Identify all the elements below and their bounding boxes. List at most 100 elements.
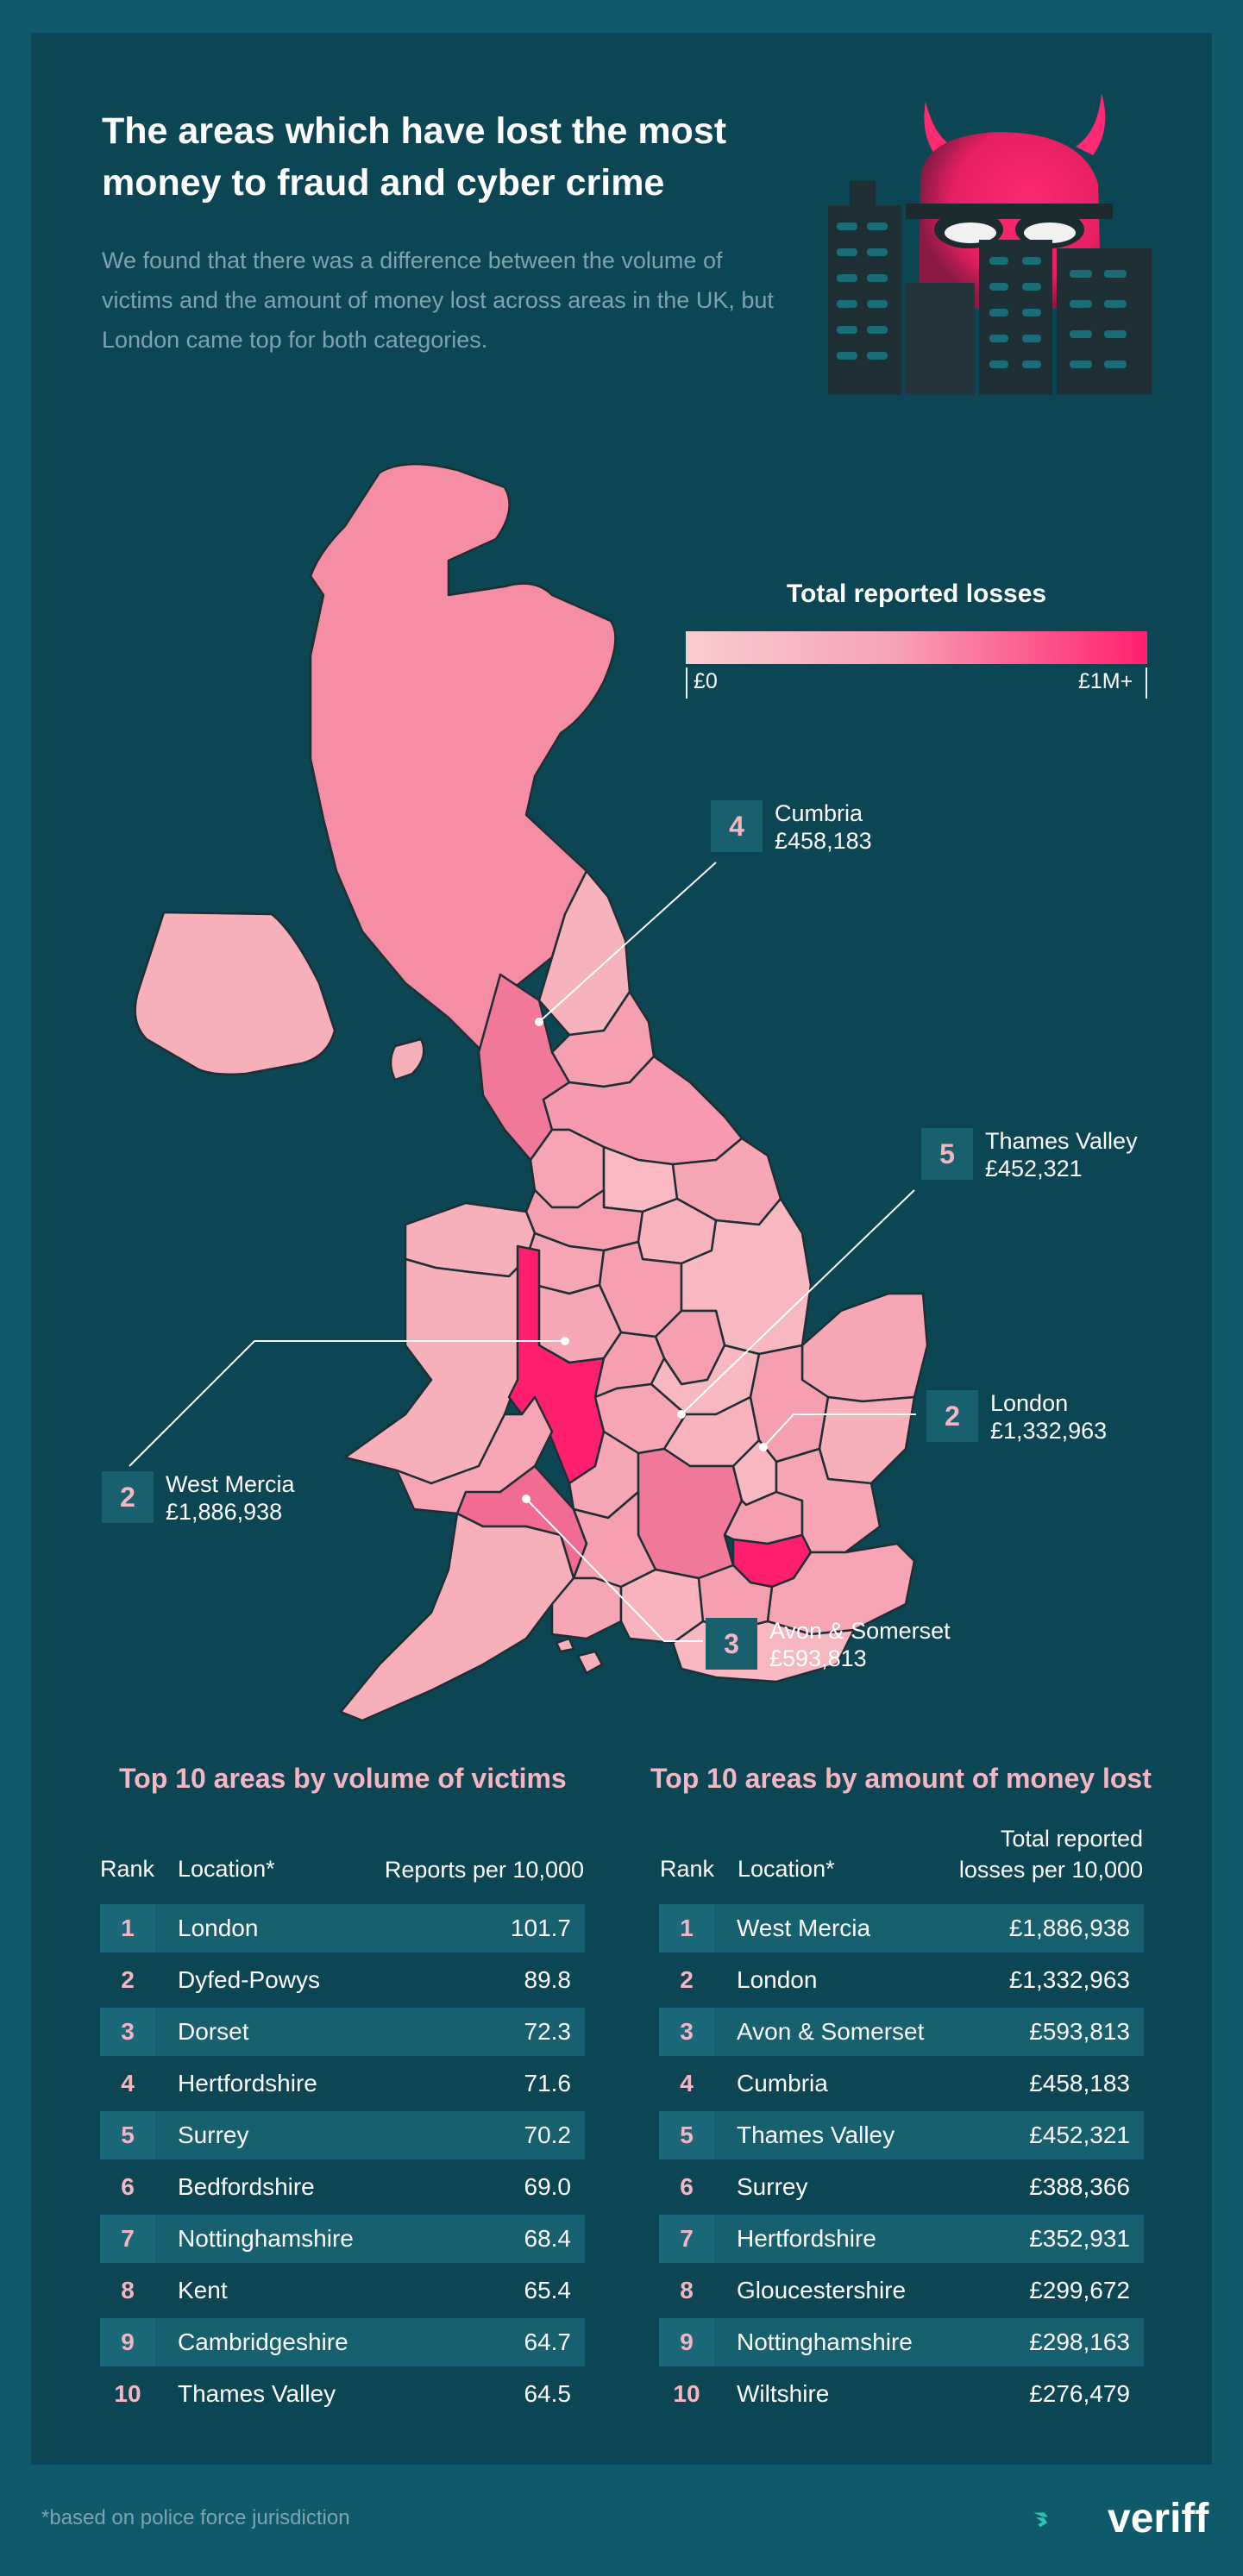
row-location: Hertfordshire [737,2225,876,2252]
row-location: Bedfordshire [178,2173,315,2200]
row-rank: 2 [680,1966,694,1993]
footnote: *based on police force jurisdiction [41,2506,350,2529]
callout-rank: 4 [711,800,763,852]
map-region-northern-ireland[interactable] [134,911,336,1076]
row-location: Cumbria [737,2070,828,2097]
row-rank: 8 [121,2277,135,2303]
table-row: 9 Nottinghamshire £298,163 [659,2318,1144,2366]
table-row: 2 London £1,332,963 [659,1956,1144,2004]
row-rank: 2 [121,1966,135,1993]
row-value: 68.4 [524,2225,572,2252]
row-value: 65.4 [524,2277,572,2303]
callout-name: Thames Valley [985,1128,1138,1154]
money-table-title: Top 10 areas by amount of money lost [650,1763,1152,1794]
legend-title: Total reported losses [786,580,1047,608]
callout-rank: 2 [926,1390,978,1442]
row-value: 89.8 [524,1966,572,1993]
row-location: Hertfordshire [178,2070,317,2097]
table-row: 8 Kent 65.4 [100,2266,585,2315]
legend-max-label: £1M+ [1078,669,1133,693]
row-rank: 1 [100,1904,155,1952]
callout-rank: 5 [921,1128,973,1180]
callout-value: £593,813 [769,1645,867,1671]
callout-value: £452,321 [985,1156,1083,1181]
callout-rank: 3 [706,1618,757,1670]
victims-header-value: Reports per 10,000 [384,1857,584,1883]
table-row: 5 Surrey 70.2 [100,2111,585,2159]
table-row: 10 Wiltshire £276,479 [659,2370,1144,2418]
row-value: 71.6 [524,2070,572,2097]
legend-gradient-bar [686,631,1147,664]
callout-name: London [990,1390,1069,1416]
victims-header-rank: Rank [100,1856,155,1882]
table-row: 7 Nottinghamshire 68.4 [100,2215,585,2263]
money-header-value-line1: Total reported [1000,1826,1143,1852]
money-header-location: Location* [738,1856,835,1882]
row-value: £388,366 [1029,2173,1130,2200]
row-value: £1,886,938 [1008,1915,1130,1941]
row-location: Gloucestershire [737,2277,907,2303]
table-row: 5 Thames Valley £452,321 [659,2111,1144,2159]
table-row: 7 Hertfordshire £352,931 [659,2215,1144,2263]
table-row: 4 Hertfordshire 71.6 [100,2059,585,2108]
row-location: Thames Valley [737,2122,895,2148]
callout-name: Avon & Somerset [769,1618,951,1644]
row-rank: 6 [680,2173,694,2200]
table-row: 6 Bedfordshire 69.0 [100,2163,585,2211]
row-value: £452,321 [1029,2122,1130,2148]
row-location: Surrey [737,2173,808,2200]
legend-tick-min [686,668,687,699]
row-location: Surrey [178,2122,249,2148]
row-location: Dorset [178,2018,249,2045]
row-rank: 1 [659,1904,714,1952]
row-location: Dyfed-Powys [178,1966,320,1993]
table-row: 3 Dorset 72.3 [100,2008,585,2056]
row-location: Nottinghamshire [737,2328,913,2355]
row-location: Kent [178,2277,228,2303]
row-rank: 10 [114,2380,141,2407]
row-value: £593,813 [1029,2018,1130,2045]
veriff-logo-icon[interactable] [1032,2492,1101,2544]
map-region-isle-of-man[interactable] [389,1037,425,1081]
legend-tick-max [1146,668,1147,699]
row-value: £458,183 [1029,2070,1130,2097]
row-value: 101.7 [510,1915,571,1941]
row-value: 70.2 [524,2122,572,2148]
row-value: 72.3 [524,2018,572,2045]
row-location: Cambridgeshire [178,2328,348,2355]
row-rank: 3 [100,2008,155,2056]
row-value: £298,163 [1029,2328,1130,2355]
row-rank: 9 [659,2318,714,2366]
money-header-value-line2: losses per 10,000 [958,1857,1143,1883]
table-row: 2 Dyfed-Powys 89.8 [100,1956,585,2004]
money-header-value: Total reported losses per 10,000 [959,1823,1143,1885]
row-rank: 8 [680,2277,694,2303]
row-location: Avon & Somerset [737,2018,925,2045]
row-location: West Mercia [737,1915,871,1941]
row-location: London [737,1966,818,1993]
row-rank: 10 [673,2380,700,2407]
map-region-isle-of-wight[interactable] [576,1650,604,1675]
row-rank: 4 [680,2070,694,2097]
table-row: 1 London 101.7 [100,1904,585,1952]
row-location: Thames Valley [178,2380,336,2407]
row-rank: 7 [100,2215,155,2263]
page-title: The areas which have lost the most money… [102,110,727,204]
table-row: 6 Surrey £388,366 [659,2163,1144,2211]
callout-rank: 2 [102,1471,154,1523]
map-region-thames-valley[interactable] [637,1447,744,1580]
row-rank: 5 [100,2111,155,2159]
callout-value: £1,332,963 [990,1418,1108,1444]
legend-min-label: £0 [694,669,718,693]
row-value: £299,672 [1029,2277,1130,2303]
row-rank: 6 [121,2173,135,2200]
money-header-rank: Rank [660,1856,715,1882]
brand-name[interactable]: veriff [1108,2496,1209,2542]
row-value: 69.0 [524,2173,572,2200]
row-location: Nottinghamshire [178,2225,354,2252]
callout-name: Cumbria [775,800,863,826]
row-value: 64.7 [524,2328,572,2355]
table-row: 9 Cambridgeshire 64.7 [100,2318,585,2366]
callout-value: £458,183 [775,828,872,854]
callout-name: West Mercia [166,1471,295,1497]
